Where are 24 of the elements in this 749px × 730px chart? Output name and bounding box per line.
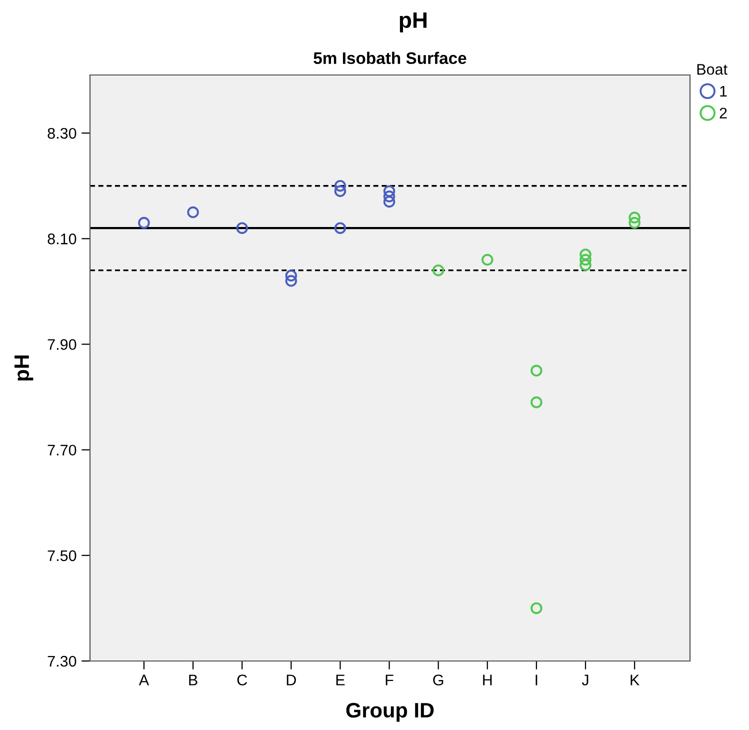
x-tick-label: J bbox=[582, 674, 588, 686]
y-tick-label: 8.10 bbox=[48, 234, 76, 244]
legend-label: 1 bbox=[720, 86, 727, 96]
x-tick-label: F bbox=[386, 674, 394, 686]
legend-title: Boat bbox=[697, 64, 728, 75]
y-tick-label: 7.30 bbox=[48, 656, 76, 667]
y-tick-label: 7.90 bbox=[48, 339, 76, 350]
x-tick-label: G bbox=[433, 674, 444, 686]
y-tick-label: 7.70 bbox=[48, 444, 76, 456]
y-tick-label: 7.50 bbox=[48, 550, 76, 562]
x-tick-label: C bbox=[237, 674, 248, 686]
x-axis-title: Group ID bbox=[346, 702, 434, 722]
x-tick-label: D bbox=[286, 674, 296, 686]
y-axis-title: pH bbox=[14, 356, 34, 381]
x-tick-label: E bbox=[336, 674, 345, 686]
legend-label: 2 bbox=[720, 108, 727, 118]
x-tick-label: B bbox=[189, 674, 198, 686]
chart-subtitle: 5m Isobath Surface bbox=[314, 52, 466, 64]
chart-title: pH bbox=[400, 12, 427, 32]
x-tick-label: H bbox=[483, 674, 492, 686]
x-tick-label: A bbox=[138, 674, 150, 686]
x-tick-label: I bbox=[536, 674, 538, 686]
x-tick-label: K bbox=[630, 674, 640, 686]
y-tick-label: 8.30 bbox=[48, 128, 76, 139]
